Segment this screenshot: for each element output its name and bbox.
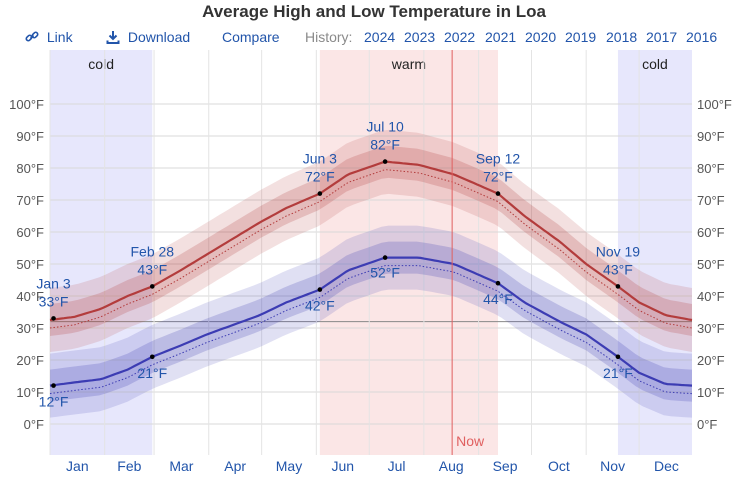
y-tick-label-left: 90°F	[16, 129, 44, 144]
chart-title: Average High and Low Temperature in Loa	[202, 2, 546, 21]
y-tick-label-right: 40°F	[697, 289, 725, 304]
high-annotation-value: 72°F	[305, 169, 335, 185]
high-annotation-date: Jan 3	[36, 275, 70, 291]
y-tick-label-left: 40°F	[16, 289, 44, 304]
high-annotation-value: 43°F	[603, 261, 633, 277]
y-tick-label-right: 50°F	[697, 257, 725, 272]
season-label-cold: cold	[88, 56, 114, 72]
low-band-inner	[50, 241, 692, 402]
high-annotation-date: Jul 10	[366, 119, 404, 135]
compare-button[interactable]: Compare	[222, 29, 280, 45]
history-year-2017[interactable]: 2017	[646, 29, 678, 45]
y-tick-label-left: 70°F	[16, 193, 44, 208]
month-label: Dec	[654, 458, 679, 474]
y-tick-label-right: 80°F	[697, 161, 725, 176]
y-tick-label-right: 20°F	[697, 353, 725, 368]
download-button[interactable]: Download	[106, 29, 190, 45]
month-label: Aug	[439, 458, 464, 474]
history-year-2022[interactable]: 2022	[444, 29, 476, 45]
low-annotation-value: 44°F	[483, 291, 513, 307]
high-marker	[317, 191, 323, 196]
high-annotation-date: Jun 3	[303, 151, 337, 167]
history-year-2020[interactable]: 2020	[525, 29, 557, 45]
month-label: Oct	[548, 458, 570, 474]
y-tick-label-left: 50°F	[16, 257, 44, 272]
low-annotation-value: 21°F	[603, 365, 633, 381]
high-annotation-value: 82°F	[370, 137, 400, 153]
month-label: Jul	[388, 458, 406, 474]
high-marker	[495, 191, 501, 196]
low-marker	[615, 354, 621, 360]
low-annotation-value: 21°F	[137, 365, 167, 381]
history-year-2016[interactable]: 2016	[686, 29, 718, 45]
y-tick-label-right: 70°F	[697, 193, 725, 208]
low-annotation-value: 52°F	[370, 265, 400, 281]
y-tick-label-left: 100°F	[9, 97, 44, 112]
season-band-cold	[617, 50, 692, 455]
y-tick-label-left: 60°F	[16, 225, 44, 240]
y-tick-label-left: 10°F	[16, 385, 44, 400]
season-band-warm	[319, 50, 498, 455]
month-label: Feb	[117, 458, 141, 474]
y-tick-label-left: 20°F	[16, 353, 44, 368]
y-tick-label-right: 10°F	[697, 385, 725, 400]
high-annotation-value: 72°F	[483, 169, 513, 185]
history-year-2024[interactable]: 2024	[364, 29, 396, 45]
high-annotation-date: Feb 28	[130, 243, 174, 259]
link-label: Link	[46, 29, 73, 45]
high-annotation-value: 43°F	[137, 261, 167, 277]
high-marker	[382, 159, 388, 164]
link-button[interactable]: Link	[25, 29, 73, 45]
link-icon	[25, 31, 39, 42]
low-marker	[495, 280, 501, 286]
history-year-2021[interactable]: 2021	[485, 29, 517, 45]
low-annotation-value: 42°F	[305, 298, 335, 314]
high-annotation-date: Sep 12	[476, 151, 521, 167]
y-tick-label-right: 90°F	[697, 129, 725, 144]
month-label: May	[276, 458, 302, 474]
low-marker	[317, 287, 323, 292]
season-label-warm: warm	[391, 56, 426, 72]
now-label: Now	[456, 433, 485, 449]
high-marker	[149, 284, 155, 289]
high-marker	[51, 316, 56, 321]
history-year-2023[interactable]: 2023	[404, 29, 436, 45]
month-label: Apr	[224, 458, 246, 474]
month-label: Jun	[331, 458, 354, 474]
low-marker	[51, 383, 56, 388]
low-band-outer	[50, 225, 692, 418]
month-label: Jan	[66, 458, 89, 474]
season-band-cold	[50, 50, 153, 455]
y-tick-label-right: 0°F	[697, 417, 717, 432]
history-year-2018[interactable]: 2018	[606, 29, 638, 45]
toolbar: Link Download Compare History: 2024 2023…	[0, 29, 748, 49]
high-annotation-date: Nov 19	[596, 243, 641, 259]
low-annotation-value: 12°F	[39, 394, 69, 410]
y-tick-label-right: 60°F	[697, 225, 725, 240]
y-tick-label-right: 30°F	[697, 321, 725, 336]
history-year-2019[interactable]: 2019	[565, 29, 597, 45]
high-band-inner	[50, 145, 692, 336]
history-label: History:	[305, 29, 353, 45]
low-dotted-line	[49, 265, 693, 395]
high-dotted-line	[49, 169, 693, 329]
high-annotation-value: 33°F	[39, 293, 69, 309]
month-label: Sep	[493, 458, 518, 474]
y-tick-label-left: 80°F	[16, 161, 44, 176]
low-line	[49, 256, 693, 387]
month-label: Nov	[600, 458, 625, 474]
download-label: Download	[127, 29, 191, 45]
high-band-outer	[50, 129, 692, 352]
month-label: Mar	[169, 458, 193, 474]
low-marker	[149, 354, 155, 360]
high-marker	[615, 284, 621, 289]
low-marker	[382, 255, 388, 260]
y-tick-label-left: 0°F	[24, 417, 44, 432]
season-label-cold: cold	[642, 56, 668, 72]
y-tick-label-left: 30°F	[16, 321, 44, 336]
y-tick-label-right: 100°F	[697, 97, 732, 112]
high-line	[49, 160, 693, 322]
download-icon	[106, 31, 120, 44]
